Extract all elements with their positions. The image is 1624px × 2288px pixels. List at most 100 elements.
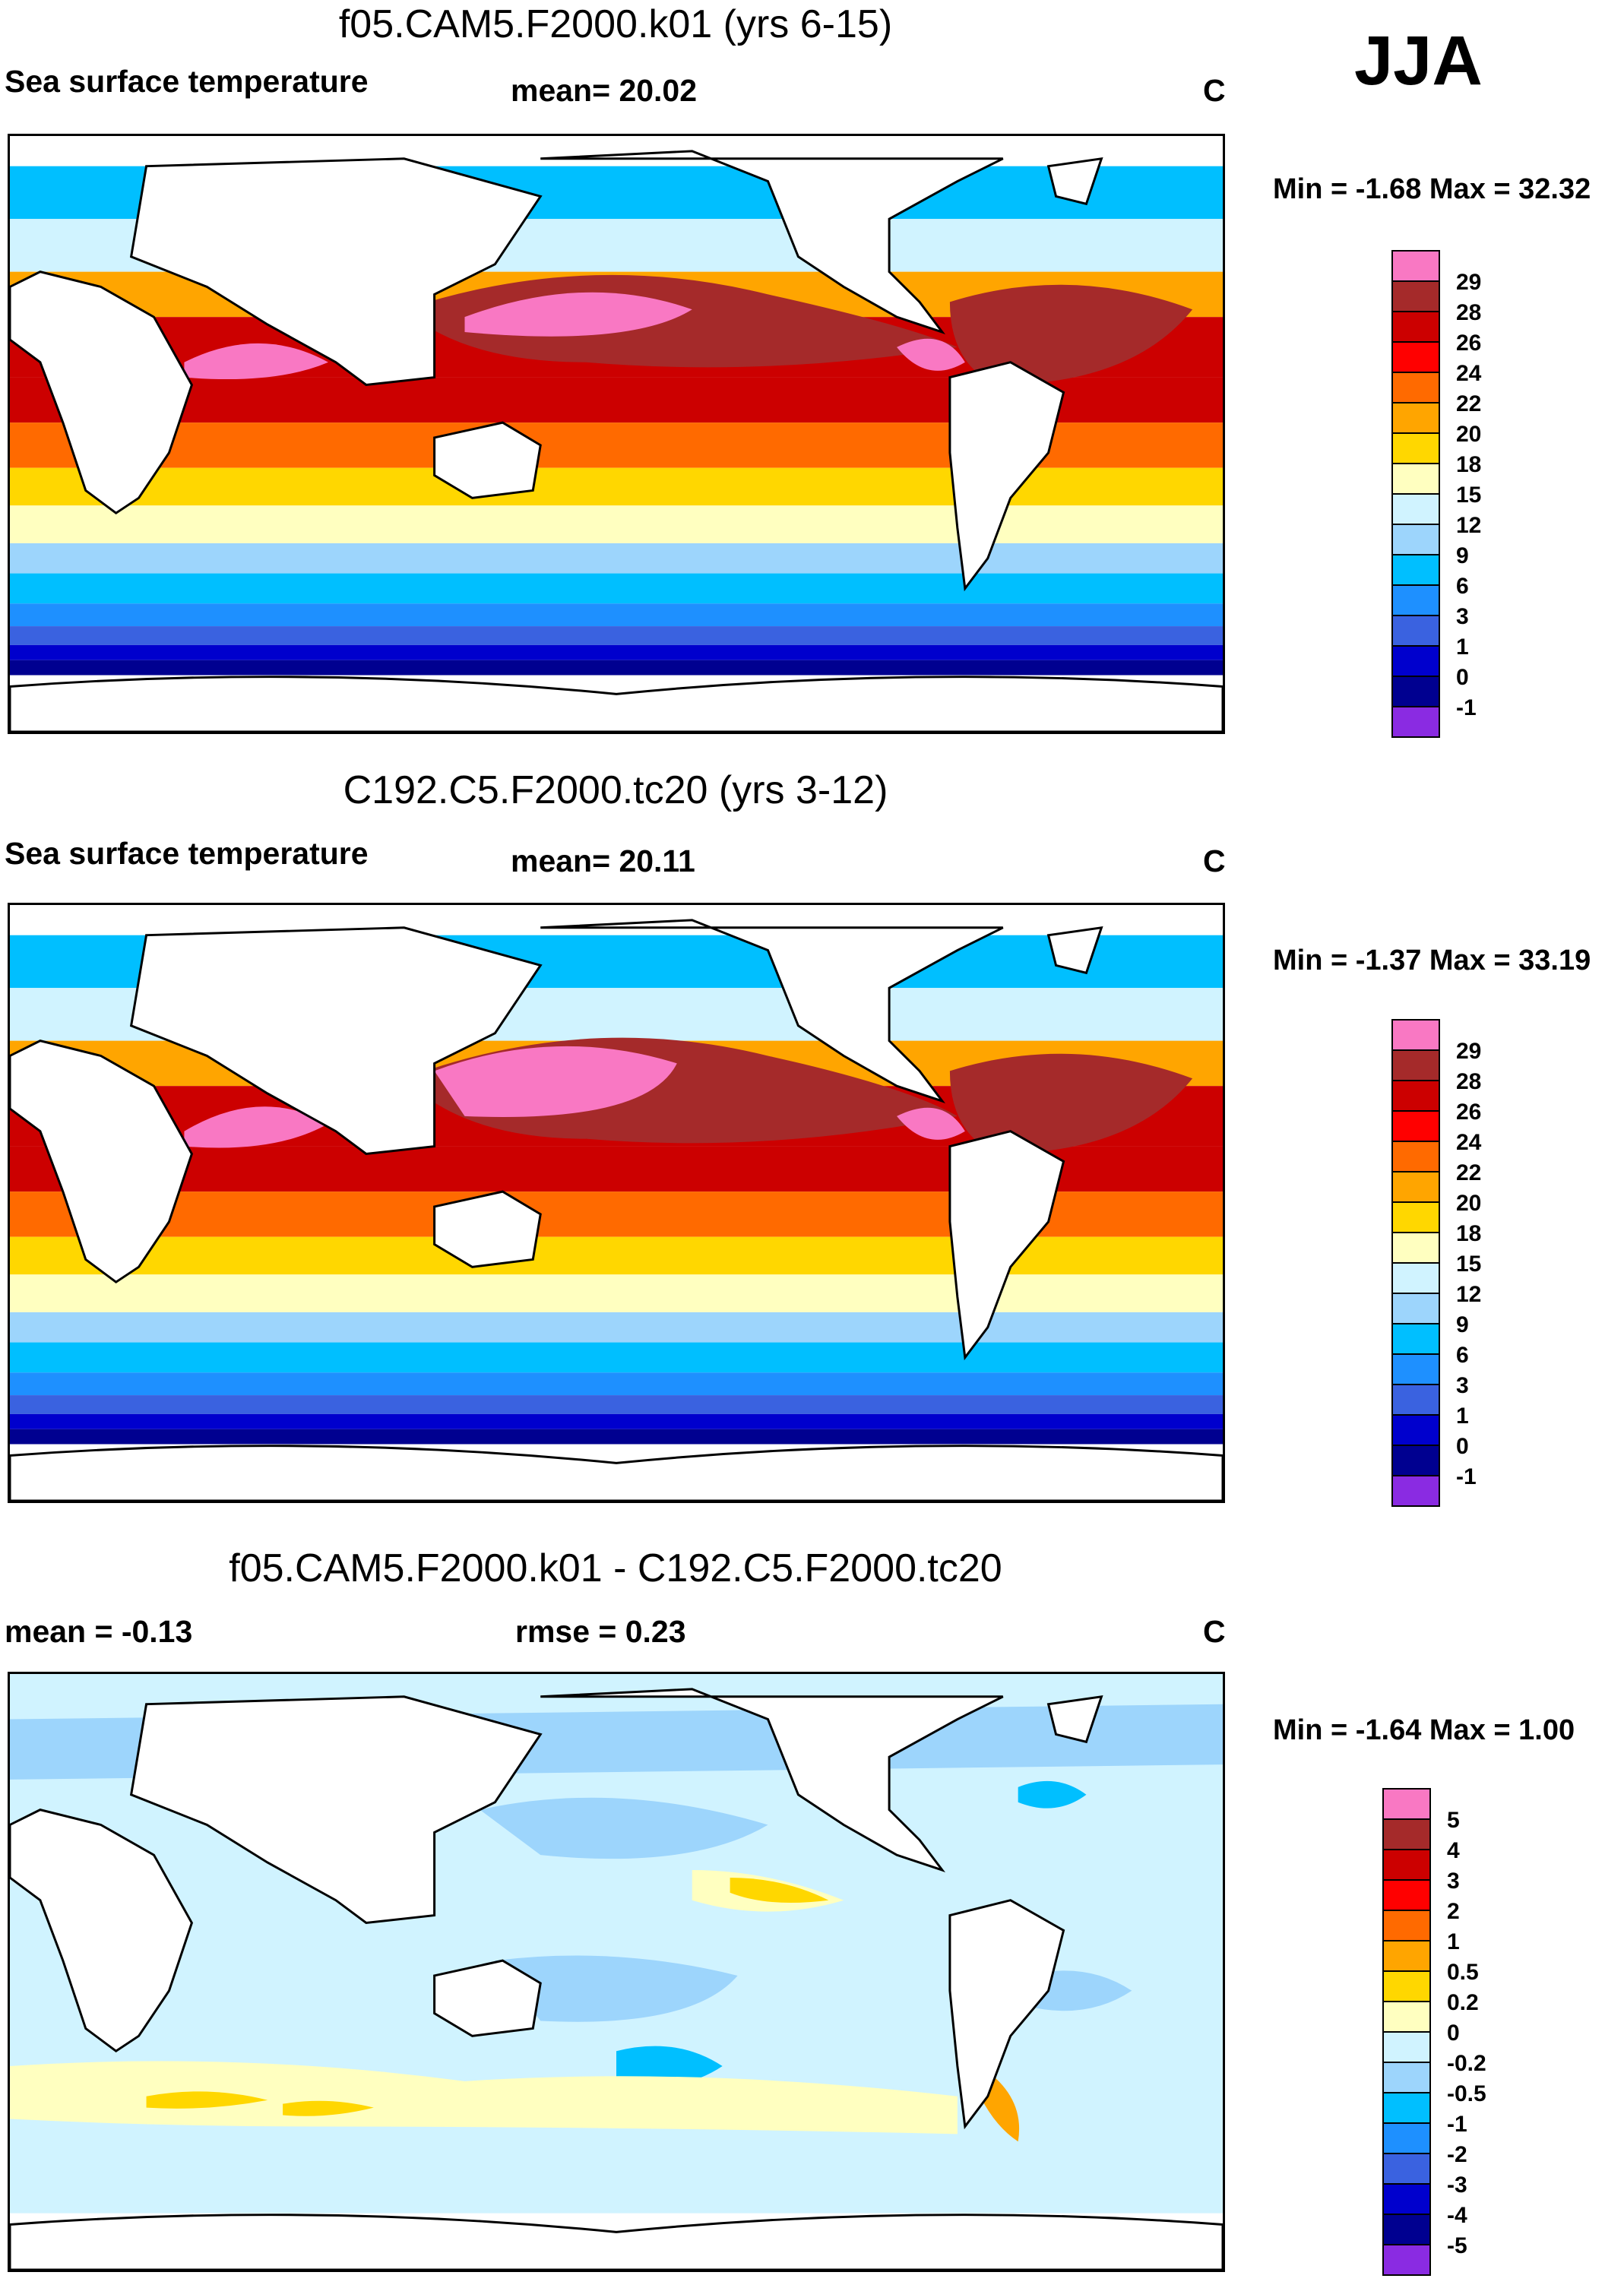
panel3-colorbar-label-13: -4 [1447,2203,1467,2228]
panel3-colorbar-box-12 [1382,2153,1431,2185]
panel2-mean-label: mean= 20.11 [511,843,695,878]
panel2-colorbar: 29 28 26 24 22 20 18 15 12 9 6 3 1 0 -1 [1391,1018,1588,1507]
panel3-colorbar-label-2: 3 [1447,1869,1460,1894]
panel3-colorbar-label-0: 5 [1447,1808,1460,1833]
panel2-colorbar-label-5: 20 [1456,1191,1481,1216]
panel3-colorbar-label-6: 0.2 [1447,1990,1479,2015]
panel1-colorbar-box-5 [1391,402,1440,434]
panel1-minmax-label: Min = -1.68 Max = 32.32 [1273,173,1591,205]
panel1-colorbar-label-6: 18 [1456,452,1481,477]
panel3-title: f05.CAM5.F2000.k01 - C192.C5.F2000.tc20 [229,1546,1002,1590]
panel3-mean-label: mean = -0.13 [5,1614,193,1649]
panel1-colorbar-svg: 29 28 26 24 22 20 18 15 12 9 6 3 1 0 -1 [1391,250,1482,738]
panel2-colorbar-box-9 [1391,1293,1440,1324]
panel2-colorbar-box-0 [1391,1019,1440,1051]
panel3-colorbar-svg: 5 4 3 2 1 0.5 0.2 0 -0.2 -0.5 -1 -2 -3 -4 -5 [1382,1788,1486,2276]
panel2-colorbar-box-11 [1391,1353,1440,1385]
panel1-colorbar-box-1 [1391,280,1440,312]
panel1-title: f05.CAM5.F2000.k01 (yrs 6-15) [338,2,893,46]
panel3-colorbar: 5 4 3 2 1 0.5 0.2 0 -0.2 -0.5 -1 -2 -3 -4 -5 [1382,1787,1579,2276]
panel2-colorbar-label-8: 12 [1456,1282,1481,1307]
panel1-sst-field [10,136,1223,732]
panel1-colorbar-label-1: 28 [1456,300,1481,325]
panel1-continents [10,150,1223,732]
season-label: JJA [1354,22,1483,100]
panel2-colorbar-box-12 [1391,1384,1440,1416]
panel2-colorbar-box-13 [1391,1414,1440,1446]
panel1-colorbar-label-4: 22 [1456,391,1481,416]
panel2-colorbar-label-2: 26 [1456,1100,1481,1125]
panel3-colorbar-box-8 [1382,2031,1431,2063]
panel2-colorbar-box-5 [1391,1171,1440,1203]
panel1-colorbar-box-15 [1391,706,1440,738]
panel1-colorbar-box-0 [1391,250,1440,282]
panel3-map [8,1672,1225,2272]
panel3-continents [10,1688,1223,2270]
panel2-colorbar-label-9: 9 [1456,1312,1469,1337]
panel1-colorbar-box-8 [1391,493,1440,525]
panel2-colorbar-box-10 [1391,1323,1440,1355]
panel1-colorbar-label-14: -1 [1456,695,1477,720]
panel2-colorbar-box-2 [1391,1080,1440,1112]
panel3-colorbar-box-13 [1382,2183,1431,2215]
panel2-colorbar-label-7: 15 [1456,1252,1481,1277]
panel1-colorbar-box-11 [1391,584,1440,616]
panel3-colorbar-box-4 [1382,1910,1431,1941]
panel2-colorbar-box-1 [1391,1049,1440,1081]
panel2-colorbar-label-1: 28 [1456,1069,1481,1094]
panel2-minmax-label: Min = -1.37 Max = 33.19 [1273,945,1591,976]
panel1-colorbar: 29 28 26 24 22 20 18 15 12 9 6 3 1 0 -1 [1391,249,1588,738]
panel3-colorbar-box-1 [1382,1818,1431,1850]
panel3-units-label: C [1203,1614,1226,1649]
panel2-units-label: C [1203,843,1226,878]
panel3-colorbar-label-4: 1 [1447,1929,1460,1954]
panel1-colorbar-label-0: 29 [1456,270,1481,295]
panel2-colorbar-label-11: 3 [1456,1373,1469,1398]
panel2-colorbar-label-3: 24 [1456,1130,1482,1155]
panel1-colorbar-label-10: 6 [1456,574,1469,599]
panel2-colorbar-box-15 [1391,1475,1440,1507]
panel2-colorbar-svg: 29 28 26 24 22 20 18 15 12 9 6 3 1 0 -1 [1391,1019,1482,1507]
panel2-colorbar-box-7 [1391,1232,1440,1264]
panel2-colorbar-label-0: 29 [1456,1039,1481,1064]
panel3-rmse-label: rmse = 0.23 [515,1614,686,1649]
panel1-colorbar-box-3 [1391,341,1440,373]
panel1-colorbar-box-9 [1391,524,1440,555]
panel3-colorbar-label-7: 0 [1447,2021,1460,2046]
panel1-colorbar-label-2: 26 [1456,331,1481,356]
panel1-colorbar-label-7: 15 [1456,483,1481,508]
panel2-title: C192.C5.F2000.tc20 (yrs 3-12) [343,768,888,812]
panel2-colorbar-box-4 [1391,1141,1440,1172]
panel3-colorbar-box-0 [1382,1788,1431,1820]
panel3-colorbar-label-9: -0.5 [1447,2081,1486,2106]
panel1-mean-label: mean= 20.02 [511,73,698,108]
panel3-colorbar-label-10: -1 [1447,2112,1467,2137]
panel1-colorbar-label-11: 3 [1456,604,1469,629]
panel2-colorbar-label-13: 0 [1456,1434,1469,1459]
panel2-colorbar-box-8 [1391,1262,1440,1294]
panel3-colorbar-box-2 [1382,1849,1431,1881]
panel1-colorbar-box-2 [1391,311,1440,343]
panel3-colorbar-label-1: 4 [1447,1838,1460,1863]
panel1-colorbar-box-7 [1391,463,1440,495]
panel1-colorbar-label-13: 0 [1456,665,1469,690]
panel3-colorbar-box-10 [1382,2092,1431,2124]
panel3-colorbar-box-3 [1382,1879,1431,1911]
panel3-colorbar-box-7 [1382,2001,1431,2033]
panel2-colorbar-label-6: 18 [1456,1221,1481,1246]
panel2-sst-field [10,905,1223,1501]
panel3-minmax-label: Min = -1.64 Max = 1.00 [1273,1714,1575,1746]
panel1-units-label: C [1203,73,1226,108]
panel3-colorbar-label-11: -2 [1447,2142,1467,2167]
panel2-continents [10,919,1223,1501]
panel2-colorbar-box-14 [1391,1445,1440,1476]
panel3-colorbar-box-14 [1382,2214,1431,2245]
panel3-colorbar-label-3: 2 [1447,1899,1460,1924]
panel2-colorbar-box-6 [1391,1201,1440,1233]
panel2-colorbar-label-4: 22 [1456,1160,1481,1185]
panel2-colorbar-box-3 [1391,1110,1440,1142]
panel1-colorbar-box-13 [1391,645,1440,677]
panel1-colorbar-box-10 [1391,554,1440,586]
panel3-colorbar-box-6 [1382,1970,1431,2002]
panel2-map [8,903,1225,1503]
